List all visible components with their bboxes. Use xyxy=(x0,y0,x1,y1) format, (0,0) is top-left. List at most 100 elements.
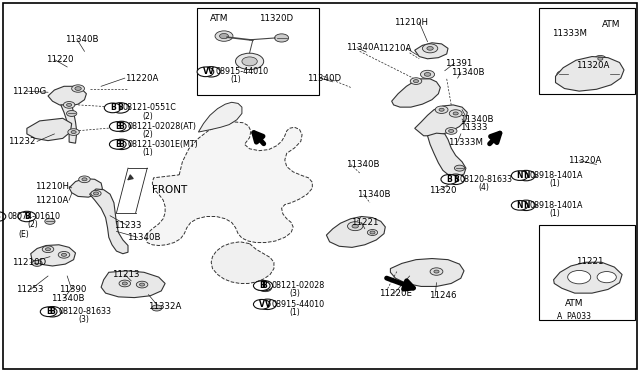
Text: 11340B: 11340B xyxy=(51,294,84,303)
Text: B: B xyxy=(261,281,266,290)
Circle shape xyxy=(18,211,36,222)
Text: (1): (1) xyxy=(289,308,300,317)
Circle shape xyxy=(348,222,363,231)
Text: 11210H: 11210H xyxy=(394,18,428,27)
Text: 11210H: 11210H xyxy=(35,182,69,191)
Circle shape xyxy=(511,171,528,180)
Text: V: V xyxy=(202,67,209,76)
Circle shape xyxy=(40,307,57,317)
Text: B: B xyxy=(115,122,120,131)
Text: 11340A: 11340A xyxy=(346,43,379,52)
Circle shape xyxy=(68,129,79,135)
Text: 11220A: 11220A xyxy=(125,74,158,83)
Text: B: B xyxy=(46,307,51,316)
Circle shape xyxy=(236,53,264,70)
Circle shape xyxy=(45,248,51,251)
Text: N: N xyxy=(523,201,529,210)
Circle shape xyxy=(430,268,443,275)
Circle shape xyxy=(111,103,129,113)
Circle shape xyxy=(424,73,431,76)
Text: 11220: 11220 xyxy=(46,55,74,64)
Text: 11340B: 11340B xyxy=(451,68,484,77)
Text: 11246: 11246 xyxy=(429,291,456,300)
Text: 08121-0301E(MT): 08121-0301E(MT) xyxy=(128,140,199,149)
Circle shape xyxy=(0,212,6,221)
Circle shape xyxy=(608,71,621,78)
Polygon shape xyxy=(554,262,622,293)
Circle shape xyxy=(427,46,433,50)
Circle shape xyxy=(370,231,375,234)
Circle shape xyxy=(104,103,121,113)
Circle shape xyxy=(42,246,54,253)
Circle shape xyxy=(597,272,616,283)
Text: (1): (1) xyxy=(549,179,560,188)
Bar xyxy=(539,225,635,320)
Circle shape xyxy=(72,85,84,92)
Circle shape xyxy=(61,253,67,256)
Text: (3): (3) xyxy=(289,289,300,298)
Text: 11220E: 11220E xyxy=(379,289,412,298)
Circle shape xyxy=(255,280,273,291)
Circle shape xyxy=(598,57,603,60)
Text: A  PA033: A PA033 xyxy=(557,312,591,321)
Text: (1): (1) xyxy=(549,209,560,218)
Polygon shape xyxy=(392,79,440,107)
Text: 11232: 11232 xyxy=(8,137,35,146)
Circle shape xyxy=(260,302,271,309)
Text: 11221: 11221 xyxy=(351,218,378,227)
Circle shape xyxy=(420,70,435,78)
Circle shape xyxy=(367,230,378,235)
Circle shape xyxy=(441,174,458,184)
Circle shape xyxy=(71,131,76,134)
Circle shape xyxy=(454,165,465,171)
Circle shape xyxy=(517,200,535,211)
Text: 08918-1401A: 08918-1401A xyxy=(530,171,584,180)
Polygon shape xyxy=(90,189,128,254)
Text: N: N xyxy=(523,171,529,180)
Polygon shape xyxy=(27,118,72,141)
Text: 11333M: 11333M xyxy=(552,29,587,38)
Text: (1): (1) xyxy=(230,76,241,84)
Circle shape xyxy=(259,299,276,310)
Text: (2): (2) xyxy=(142,130,153,139)
Text: B: B xyxy=(119,122,124,131)
Text: V: V xyxy=(264,300,271,309)
Text: 11210A: 11210A xyxy=(35,196,68,205)
Circle shape xyxy=(260,285,271,292)
Circle shape xyxy=(557,71,570,78)
Circle shape xyxy=(122,282,127,285)
Text: 08121-0551C: 08121-0551C xyxy=(123,103,177,112)
Circle shape xyxy=(439,108,444,111)
Text: N: N xyxy=(516,171,523,180)
Text: N: N xyxy=(516,201,523,210)
Circle shape xyxy=(58,251,70,258)
Circle shape xyxy=(253,281,270,291)
Circle shape xyxy=(410,78,422,84)
Circle shape xyxy=(109,140,126,149)
Circle shape xyxy=(435,106,448,113)
Text: B: B xyxy=(115,140,120,149)
Circle shape xyxy=(197,67,214,77)
Text: ATM: ATM xyxy=(602,20,620,29)
Text: 08121-02028(AT): 08121-02028(AT) xyxy=(128,122,197,131)
Text: B: B xyxy=(24,212,29,221)
Text: B: B xyxy=(110,103,115,112)
Circle shape xyxy=(63,102,75,108)
Polygon shape xyxy=(31,245,76,266)
Circle shape xyxy=(449,129,454,132)
Polygon shape xyxy=(390,259,464,286)
Circle shape xyxy=(109,122,126,131)
Circle shape xyxy=(511,201,528,210)
Text: 11320A: 11320A xyxy=(576,61,609,70)
Circle shape xyxy=(422,44,438,53)
Circle shape xyxy=(82,178,87,181)
Circle shape xyxy=(449,110,462,117)
Polygon shape xyxy=(61,105,77,143)
Text: FRONT: FRONT xyxy=(152,185,188,195)
Text: ATM: ATM xyxy=(210,14,228,23)
Circle shape xyxy=(67,110,77,116)
Text: 11332A: 11332A xyxy=(148,302,182,311)
Bar xyxy=(539,8,635,94)
Circle shape xyxy=(93,192,99,195)
Text: 11340B: 11340B xyxy=(127,233,160,242)
